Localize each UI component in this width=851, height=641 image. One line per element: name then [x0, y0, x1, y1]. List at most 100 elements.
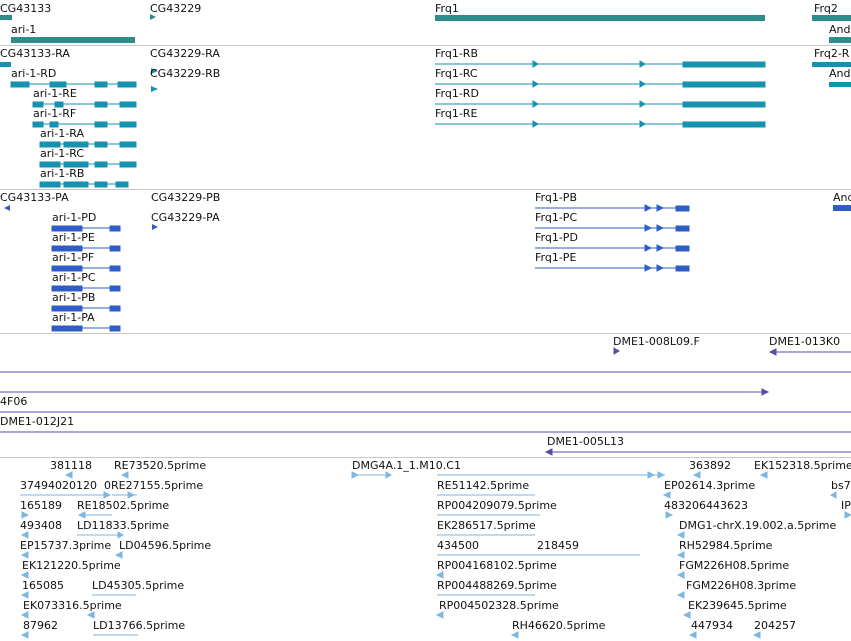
gene-bar[interactable]	[435, 15, 765, 21]
transcript-label[interactable]: ari-1-RD	[11, 67, 57, 80]
est-label[interactable]: EP15737.3prime	[20, 539, 112, 552]
protein-glyph[interactable]	[4, 205, 10, 211]
est-label[interactable]: RE73520.5prime	[114, 459, 207, 472]
gene-bar[interactable]	[0, 15, 12, 20]
est-label[interactable]: EK239645.5prime	[688, 599, 787, 612]
protein-label[interactable]: ari-1-PC	[52, 271, 96, 284]
ari-1-RD-glyph[interactable]	[10, 81, 137, 88]
gene-label[interactable]: ari-1	[11, 23, 37, 36]
frq1-protein-glyphs[interactable]	[535, 204, 690, 272]
est-label[interactable]: EK286517.5prime	[437, 519, 536, 532]
clone-label[interactable]: DME1-005L13	[547, 435, 624, 448]
est-label[interactable]: LD13766.5prime	[93, 619, 186, 632]
est-label[interactable]: EK121220.5prime	[22, 559, 121, 572]
gene-bar[interactable]	[150, 14, 156, 20]
est-label[interactable]: FGM226H08.3prime	[686, 579, 797, 592]
est-label[interactable]: 363892	[689, 459, 731, 472]
gene-label[interactable]: Frq2	[814, 2, 838, 15]
transcript-label[interactable]: CG43229-RA	[150, 47, 220, 60]
protein-glyph[interactable]	[833, 205, 851, 211]
est-label[interactable]: FGM226H08.5prime	[679, 559, 790, 572]
transcript-label[interactable]: CG43133-RA	[0, 47, 70, 60]
protein-label[interactable]: ari-1-PE	[52, 231, 95, 244]
est-label[interactable]: EP02614.3prime	[664, 479, 756, 492]
transcript-label[interactable]: Frq2-R	[814, 47, 850, 60]
est-label[interactable]: LD45305.5prime	[92, 579, 185, 592]
est-label[interactable]: LD04596.5prime	[119, 539, 212, 552]
est-label[interactable]: RP004502328.5prime	[439, 599, 559, 612]
transcript-label[interactable]: Frq1-RB	[435, 47, 478, 60]
est-label[interactable]: DMG4A.1_1.M10.C1	[352, 459, 461, 472]
transcript-glyph[interactable]	[151, 86, 158, 92]
transcript-label[interactable]: ari-1-RB	[40, 167, 85, 180]
clone-label[interactable]: DME1-008L09.F	[613, 335, 700, 348]
protein-label[interactable]: CG43133-PA	[0, 191, 69, 204]
gene-bar[interactable]	[812, 15, 851, 21]
transcript-label[interactable]: ari-1-RC	[40, 147, 85, 160]
est-label[interactable]: RE18502.5prime	[77, 499, 170, 512]
protein-label[interactable]: CG43229-PA	[151, 211, 220, 224]
transcript-label[interactable]: CG43229-RB	[150, 67, 221, 80]
est-label[interactable]: RP004488269.5prime	[437, 579, 557, 592]
clone-label[interactable]: 4F06	[0, 395, 28, 408]
est-label[interactable]: 493408	[20, 519, 62, 532]
est-label[interactable]: RP004168102.5prime	[437, 559, 557, 572]
ari-1-RF-glyph[interactable]	[32, 121, 137, 128]
transcript-label[interactable]: And	[829, 67, 851, 80]
est-label[interactable]: 0RE27155.5prime	[104, 479, 204, 492]
gene-label[interactable]: CG43229	[150, 2, 202, 15]
clone-label[interactable]: DME1-013K0	[769, 335, 841, 348]
ari-1-RE-glyph[interactable]	[32, 101, 137, 108]
protein-label[interactable]: Frq1-PB	[535, 191, 577, 204]
est-label[interactable]: 434500	[437, 539, 479, 552]
transcript-glyph[interactable]	[151, 68, 158, 74]
transcript-label[interactable]: Frq1-RC	[435, 67, 478, 80]
est-label[interactable]: bs7	[831, 479, 851, 492]
est-label[interactable]: 204257	[754, 619, 796, 632]
protein-label[interactable]: ari-1-PD	[52, 211, 97, 224]
clone-glyphs[interactable]	[0, 347, 851, 456]
protein-label[interactable]: Frq1-PC	[535, 211, 578, 224]
est-label[interactable]: 381118	[50, 459, 92, 472]
est-label[interactable]: LD11833.5prime	[77, 519, 170, 532]
est-label[interactable]: 483206443623	[664, 499, 748, 512]
transcript-glyph[interactable]	[812, 62, 851, 67]
transcript-glyph[interactable]	[0, 62, 11, 67]
transcript-label[interactable]: ari-1-RF	[33, 107, 77, 120]
clone-label[interactable]: DME1-012J21	[0, 415, 75, 428]
est-label[interactable]: RE51142.5prime	[437, 479, 530, 492]
est-label[interactable]: 37494020120	[20, 479, 97, 492]
gene-bar[interactable]	[11, 37, 135, 43]
est-label[interactable]: IP	[841, 499, 851, 512]
frq1-transcript-glyphs[interactable]	[435, 60, 766, 128]
gene-label[interactable]: And	[829, 23, 851, 36]
ari-1-RA-glyph[interactable]	[39, 141, 137, 148]
est-label[interactable]: 165189	[20, 499, 62, 512]
est-label[interactable]: 447934	[691, 619, 733, 632]
protein-label[interactable]: ari-1-PF	[52, 251, 95, 264]
transcript-label[interactable]: Frq1-RD	[435, 87, 479, 100]
ari-1-RC-glyph[interactable]	[39, 161, 137, 168]
protein-label[interactable]: CG43229-PB	[151, 191, 221, 204]
est-label[interactable]: RH52984.5prime	[679, 539, 773, 552]
protein-label[interactable]: And	[833, 191, 851, 204]
est-label[interactable]: EK152318.5prime	[754, 459, 851, 472]
transcript-label[interactable]: ari-1-RA	[40, 127, 84, 140]
est-glyphs[interactable]	[20, 471, 851, 639]
protein-label[interactable]: Frq1-PE	[535, 251, 577, 264]
est-label[interactable]: EK073316.5prime	[23, 599, 122, 612]
gene-bar[interactable]	[829, 37, 851, 43]
est-label[interactable]: RP004209079.5prime	[437, 499, 557, 512]
est-label[interactable]: RH46620.5prime	[512, 619, 606, 632]
est-label[interactable]: DMG1-chrX.19.002.a.5prime	[679, 519, 837, 532]
transcript-label[interactable]: ari-1-RE	[33, 87, 77, 100]
transcript-glyph[interactable]	[829, 82, 851, 87]
protein-label[interactable]: ari-1-PB	[52, 291, 96, 304]
gene-label[interactable]: CG43133	[0, 2, 52, 15]
est-label[interactable]: 165085	[22, 579, 64, 592]
ari-1-RB-glyph[interactable]	[39, 181, 129, 188]
protein-label[interactable]: Frq1-PD	[535, 231, 578, 244]
est-label[interactable]: 87962	[23, 619, 58, 632]
protein-label[interactable]: ari-1-PA	[52, 311, 95, 324]
